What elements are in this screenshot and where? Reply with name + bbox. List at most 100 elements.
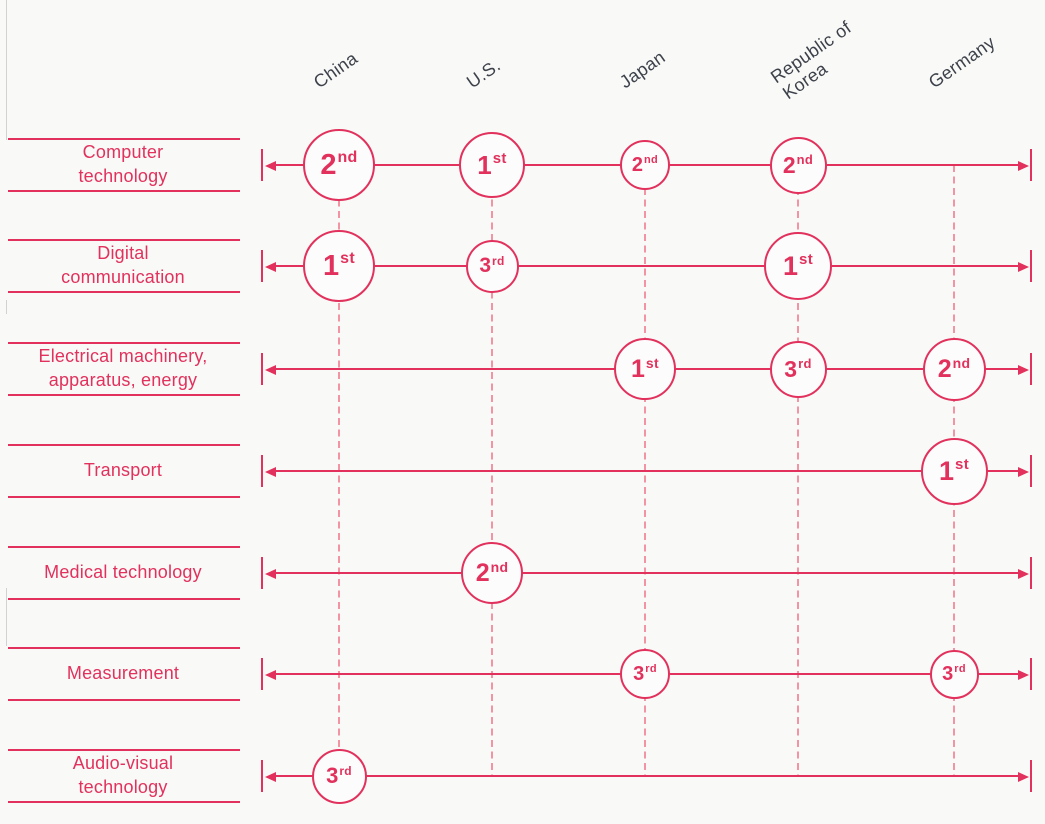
rank-number: 3 xyxy=(479,254,492,277)
field-row-label-line: Audio-visual xyxy=(72,753,174,773)
axis-left-tick xyxy=(261,353,263,385)
axis-left-tick xyxy=(261,760,263,792)
page-edge-artifact-line xyxy=(6,0,7,140)
rank-number: 3 xyxy=(633,662,645,685)
field-row-label: Medical technology xyxy=(0,546,246,598)
rank-ordinal-suffix: nd xyxy=(337,148,358,166)
rank-ordinal-suffix: st xyxy=(340,249,355,267)
page-edge-artifact-line xyxy=(6,588,7,646)
axis-left-tick xyxy=(261,557,263,589)
rank-number: 2 xyxy=(631,153,644,176)
country-column-label: U.S. xyxy=(462,55,505,93)
field-row-label: Computer technology xyxy=(0,138,246,190)
axis-left-arrow-icon xyxy=(265,568,276,579)
page-edge-artifact-line xyxy=(6,300,7,314)
field-row-label: Digital communication xyxy=(0,239,246,291)
row-label-top-line xyxy=(8,239,240,241)
field-row-label-line: communication xyxy=(61,267,185,287)
country-column-label: Japan xyxy=(615,46,669,93)
rank-ordinal-suffix: st xyxy=(799,250,813,268)
rank-number: 1 xyxy=(783,250,799,281)
axis-right-tick xyxy=(1030,353,1032,385)
row-label-top-line xyxy=(8,342,240,344)
rank-ordinal-suffix: nd xyxy=(952,354,971,371)
axis-right-arrow-icon xyxy=(1018,466,1029,477)
field-row-label: Electrical machinery, apparatus, energy xyxy=(0,342,246,394)
axis-right-arrow-icon xyxy=(1018,160,1029,171)
axis-left-tick xyxy=(261,250,263,282)
row-label-bottom-line xyxy=(8,496,240,498)
rank-number: 2 xyxy=(937,354,952,383)
axis-left-arrow-icon xyxy=(265,771,276,782)
field-row-label: Audio-visual technology xyxy=(0,749,246,801)
field-row-label-line: technology xyxy=(78,777,168,797)
axis-left-arrow-icon xyxy=(265,669,276,680)
rank-ordinal-suffix: rd xyxy=(954,663,966,676)
rank-ordinal-suffix: rd xyxy=(339,763,352,778)
rank-ordinal-suffix: st xyxy=(492,149,507,167)
rank-ordinal-suffix: nd xyxy=(796,151,814,167)
axis-right-tick xyxy=(1030,760,1032,792)
rank-number: 3 xyxy=(326,763,339,788)
axis-right-arrow-icon xyxy=(1018,669,1029,680)
axis-right-tick xyxy=(1030,455,1032,487)
field-row-label-line: apparatus, energy xyxy=(48,370,198,390)
axis-line xyxy=(273,572,1019,574)
country-column-label: Germany xyxy=(924,32,999,93)
rank-ordinal-suffix: st xyxy=(955,455,969,473)
field-row-label-line: Transport xyxy=(83,460,163,480)
axis-line xyxy=(273,775,1019,777)
rank-number: 3 xyxy=(942,662,954,685)
axis-line xyxy=(273,470,1019,472)
axis-line xyxy=(273,265,1019,267)
axis-left-arrow-icon xyxy=(265,160,276,171)
axis-left-tick xyxy=(261,658,263,690)
row-label-top-line xyxy=(8,444,240,446)
field-row-label-line: Electrical machinery, xyxy=(38,346,208,366)
field-row-label-line: Digital xyxy=(97,243,149,263)
rank-number: 1 xyxy=(939,455,955,486)
rank-number: 2 xyxy=(782,151,796,178)
axis-right-arrow-icon xyxy=(1018,568,1029,579)
row-label-top-line xyxy=(8,546,240,548)
field-row-label-line: Computer xyxy=(82,142,164,162)
axis-left-arrow-icon xyxy=(265,261,276,272)
axis-right-tick xyxy=(1030,658,1032,690)
rank-ordinal-suffix: rd xyxy=(798,355,812,371)
rank-ordinal-suffix: nd xyxy=(644,154,659,167)
rank-ordinal-suffix: st xyxy=(645,354,659,371)
row-label-bottom-line xyxy=(8,801,240,803)
row-label-top-line xyxy=(8,647,240,649)
row-label-top-line xyxy=(8,138,240,140)
row-label-bottom-line xyxy=(8,699,240,701)
axis-left-arrow-icon xyxy=(265,466,276,477)
rank-number: 3 xyxy=(784,355,798,382)
field-row-label-line: technology xyxy=(78,166,168,186)
row-label-bottom-line xyxy=(8,598,240,600)
field-row-label: Measurement xyxy=(0,647,246,699)
rank-ordinal-suffix: nd xyxy=(490,558,509,575)
axis-right-tick xyxy=(1030,250,1032,282)
row-label-bottom-line xyxy=(8,291,240,293)
axis-right-tick xyxy=(1030,557,1032,589)
axis-left-tick xyxy=(261,149,263,181)
rank-ordinal-suffix: rd xyxy=(492,253,505,268)
row-label-bottom-line xyxy=(8,190,240,192)
axis-right-tick xyxy=(1030,149,1032,181)
field-row-label: Transport xyxy=(0,444,246,496)
country-column-label: China xyxy=(309,47,362,93)
rank-number: 2 xyxy=(320,148,337,181)
